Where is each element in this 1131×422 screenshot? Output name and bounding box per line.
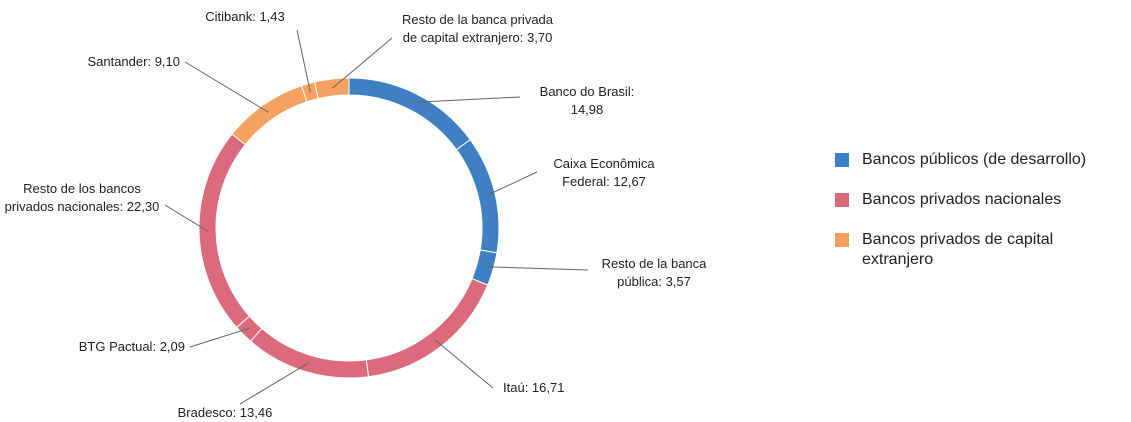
data-label: Santander: 9,10 bbox=[87, 54, 180, 69]
leader-line bbox=[412, 96, 521, 103]
label-value: 2,09 bbox=[159, 339, 185, 354]
label-name: Citibank bbox=[205, 9, 253, 24]
label-name: Itaú bbox=[503, 380, 525, 395]
label-name: BTG Pactual bbox=[78, 339, 153, 354]
label-value: 3,70 bbox=[527, 30, 553, 45]
donut-segment bbox=[455, 138, 500, 254]
data-label: Resto de la banca privada de capital ext… bbox=[401, 12, 554, 45]
legend-label: Bancos privados nacionales bbox=[862, 190, 1112, 210]
legend-label: Bancos privados de capital extranjero bbox=[862, 230, 1112, 270]
data-label: Citibank: 1,43 bbox=[205, 9, 285, 24]
leader-line bbox=[184, 61, 269, 113]
label-name: Santander bbox=[87, 54, 148, 69]
label-value: 13,46 bbox=[239, 405, 273, 420]
data-label: Caixa Econômica Federal: 12,67 bbox=[553, 156, 655, 189]
donut-segment bbox=[249, 327, 370, 379]
leader-line bbox=[189, 327, 250, 348]
donut-segment bbox=[365, 277, 489, 378]
data-label: Resto de los bancos privados nacionales:… bbox=[4, 181, 160, 214]
label-value: 14,98 bbox=[570, 102, 604, 117]
legend-swatch bbox=[835, 233, 849, 247]
label-name: Resto de los bancos privados nacionales bbox=[4, 181, 141, 214]
label-value: 9,10 bbox=[154, 54, 180, 69]
data-label: Itaú: 16,71 bbox=[503, 380, 565, 395]
data-label: Bradesco: 13,46 bbox=[177, 405, 273, 420]
leader-line bbox=[332, 37, 393, 89]
legend-text: Bancos privados nacionales bbox=[862, 191, 1062, 208]
label-value: 22,30 bbox=[126, 199, 160, 214]
legend-text: Bancos privados de capital extranjero bbox=[862, 231, 1054, 268]
label-name: Bradesco bbox=[177, 405, 233, 420]
label-value: 1,43 bbox=[259, 9, 285, 24]
data-label: Banco do Brasil: 14,98 bbox=[539, 84, 635, 117]
label-name: Resto de la banca privada de capital ext… bbox=[401, 12, 554, 45]
donut-segment bbox=[313, 77, 350, 100]
label-value: 16,71 bbox=[531, 380, 565, 395]
data-label: Resto de la banca pública: 3,57 bbox=[601, 256, 707, 289]
legend-text: Bancos públicos (de desarrollo) bbox=[862, 151, 1087, 168]
data-label: BTG Pactual: 2,09 bbox=[78, 339, 185, 354]
legend-swatch bbox=[835, 153, 849, 167]
donut-segment bbox=[348, 77, 471, 151]
label-name: Resto de la banca pública bbox=[601, 256, 707, 289]
legend-swatch bbox=[835, 193, 849, 207]
legend-label: Bancos públicos (de desarrollo) bbox=[862, 150, 1112, 170]
leader-line bbox=[484, 266, 589, 271]
leader-line bbox=[164, 204, 209, 232]
label-value: 12,67 bbox=[613, 174, 646, 189]
donut-segment bbox=[231, 85, 308, 146]
leader-line bbox=[239, 362, 309, 405]
leader-line bbox=[486, 171, 538, 197]
label-name: Caixa Econômica Federal bbox=[553, 156, 655, 189]
label-name: Banco do Brasil bbox=[539, 84, 631, 99]
leader-line bbox=[296, 29, 311, 93]
label-value: 3,57 bbox=[665, 274, 691, 289]
leader-line bbox=[434, 339, 494, 389]
